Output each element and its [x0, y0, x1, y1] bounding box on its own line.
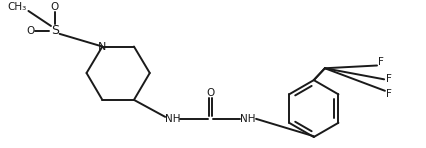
Text: O: O	[51, 2, 59, 12]
Text: N: N	[98, 42, 106, 52]
Text: F: F	[386, 89, 392, 99]
Text: O: O	[26, 26, 34, 36]
Text: O: O	[206, 88, 214, 98]
Text: NH: NH	[240, 114, 256, 124]
Text: S: S	[51, 24, 59, 37]
Text: F: F	[378, 57, 384, 67]
Text: NH: NH	[164, 114, 180, 124]
Text: CH₃: CH₃	[8, 2, 27, 12]
Text: F: F	[386, 74, 392, 84]
